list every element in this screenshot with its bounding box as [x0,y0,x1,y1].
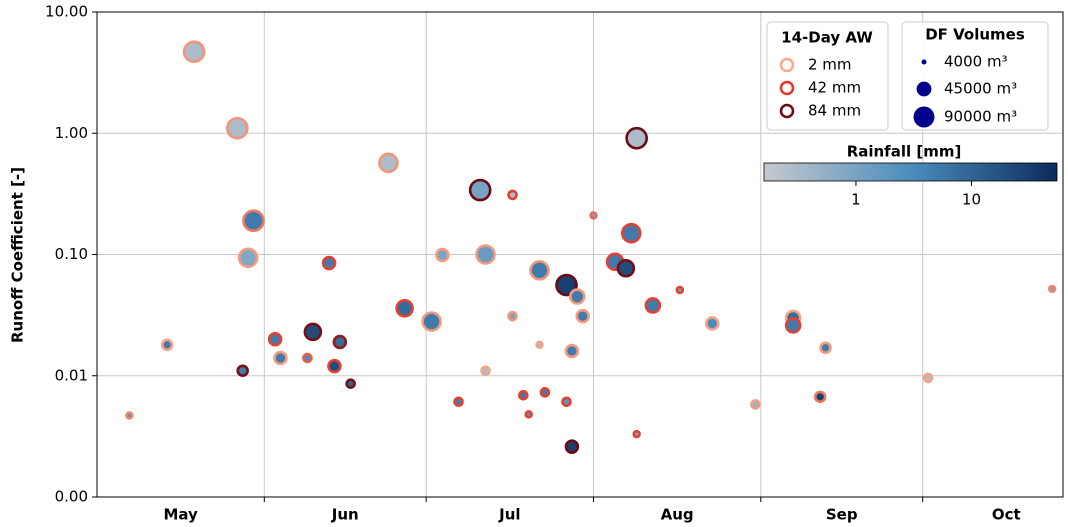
colorbar-tick-label: 10 [962,191,981,209]
point [529,260,550,281]
point [242,209,265,233]
point [236,364,249,377]
point [321,255,337,271]
point [273,350,288,366]
legend-marker [779,103,795,119]
point [1047,284,1057,294]
colorbar [763,162,1058,182]
point [225,116,249,140]
point [644,297,662,314]
point [589,211,598,220]
point [518,389,529,401]
colorbar-title: Rainfall [mm] [847,143,962,161]
legend-box [901,21,1049,131]
point [378,152,399,174]
point [564,439,580,454]
point [395,299,414,318]
legend-label: 4000 m³ [944,53,1008,71]
y-tick-label: 1.00 [55,124,88,142]
legend-marker [913,106,935,128]
legend-marker [779,80,795,96]
point [327,358,342,374]
point [616,258,636,278]
point [813,390,827,404]
point [237,247,259,269]
legend-label: 45000 m³ [944,80,1017,98]
x-tick-label: Jul [498,506,520,524]
point [507,189,518,201]
x-tick-label: Aug [661,506,694,524]
point [539,387,551,398]
point [564,343,580,359]
y-tick-label: 0.10 [55,245,88,263]
point [625,126,648,150]
point [675,285,685,295]
y-axis-label: Runoff Coefficient [-] [9,167,27,343]
point [332,334,348,350]
point [303,322,323,342]
point [421,311,442,332]
point [468,178,492,202]
x-tick-label: Oct [992,506,1021,524]
point [302,352,313,364]
point [182,40,206,64]
point [160,338,174,352]
legend-marker [779,57,795,73]
point [475,244,496,265]
x-tick-label: May [163,506,198,524]
point [632,429,641,439]
colorbar-tick-label: 1 [851,191,861,209]
point [620,222,642,244]
x-tick-label: Jun [331,506,359,524]
point [435,247,450,263]
point [750,399,761,410]
point [819,341,832,355]
point [345,378,356,389]
point [535,340,544,350]
y-tick-label: 0.00 [55,488,88,506]
legend-marker [916,81,932,97]
legend-title: DF Volumes [925,26,1025,44]
y-tick-label: 0.01 [55,366,88,384]
point [704,316,720,331]
legend-title: 14-Day AW [781,29,873,47]
point [922,372,934,384]
point [555,273,578,297]
legend-marker [921,59,927,65]
x-tick-label: Sep [826,506,858,524]
point [267,331,283,347]
legend-label: 84 mm [808,102,861,120]
point [524,410,533,419]
legend-box [766,21,889,131]
point [561,396,572,408]
point [453,396,464,408]
point [569,288,586,305]
point [784,317,802,334]
point [125,411,134,420]
point [575,308,590,324]
point [507,310,518,322]
point [480,365,491,377]
legend-label: 2 mm [808,56,852,74]
legend-label: 90000 m³ [944,108,1017,126]
plot-frame [96,11,1064,498]
y-tick-label: 10.00 [45,3,88,21]
legend-label: 42 mm [808,79,861,97]
